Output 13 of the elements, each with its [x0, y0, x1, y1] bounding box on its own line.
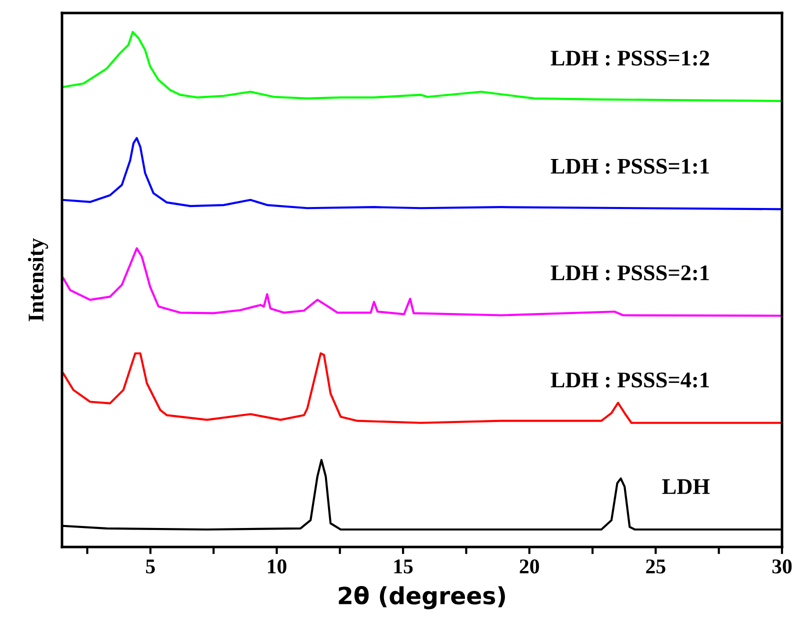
series-label: LDH : PSSS=2:1 — [550, 265, 709, 280]
series-label: LDH — [662, 479, 710, 494]
x-axis-title: 2θ (degrees) — [338, 586, 505, 610]
series-label: LDH : PSSS=1:1 — [550, 158, 709, 174]
x-tick-label: 30 — [772, 559, 792, 574]
x-tick-label: 25 — [646, 559, 666, 574]
series-label: LDH : PSSS=1:2 — [550, 50, 710, 66]
x-tick-label: 10 — [268, 559, 286, 574]
x-tick-label: 5 — [146, 560, 155, 574]
x-tick-label: 20 — [520, 559, 539, 574]
y-axis-title: Intensity — [28, 238, 48, 322]
x-tick-label: 15 — [394, 560, 413, 574]
series-label: LDH : PSSS=4:1 — [550, 372, 709, 388]
